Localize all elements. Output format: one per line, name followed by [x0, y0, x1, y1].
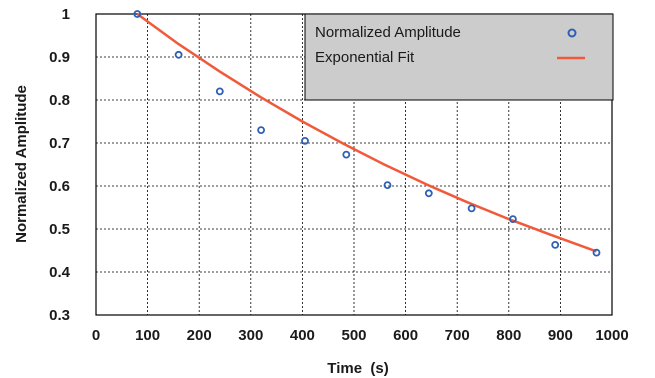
data-point — [174, 50, 183, 59]
data-point — [133, 10, 142, 18]
legend-label-amplitude: Normalized Amplitude — [315, 24, 461, 41]
data-point — [509, 215, 517, 224]
x-tick-label: 200 — [187, 327, 212, 344]
scatter-series — [133, 10, 601, 257]
data-point — [215, 87, 224, 96]
x-tick-label: 600 — [393, 327, 418, 344]
x-tick-label: 900 — [548, 327, 573, 344]
x-tick-label: 700 — [445, 327, 470, 344]
x-tick-label: 100 — [135, 327, 160, 344]
legend-label-fit: Exponential Fit — [315, 49, 415, 66]
data-point — [342, 150, 351, 159]
y-tick-label: 0.4 — [49, 264, 71, 281]
x-tick-label: 300 — [238, 327, 263, 344]
data-point — [383, 181, 392, 190]
y-tick-labels: 0.3 0.4 0.5 0.6 0.7 0.8 0.9 1 — [49, 6, 71, 324]
legend-marker-circle — [567, 28, 577, 38]
y-axis-title: Normalized Amplitude — [13, 85, 30, 243]
y-tick-label: 0.7 — [49, 135, 70, 152]
x-tick-label: 1000 — [595, 327, 628, 344]
y-tick-label: 0.3 — [49, 307, 70, 324]
y-tick-label: 0.9 — [49, 49, 70, 66]
x-tick-label: 0 — [92, 327, 100, 344]
data-point — [592, 248, 601, 257]
data-point — [551, 240, 560, 249]
y-tick-label: 1 — [62, 6, 70, 23]
x-axis-title: Time (s) — [327, 360, 388, 377]
data-point — [257, 126, 266, 135]
data-point — [467, 204, 476, 213]
x-tick-label: 800 — [496, 327, 521, 344]
legend: Normalized Amplitude Exponential Fit — [304, 13, 614, 101]
y-tick-label: 0.8 — [49, 92, 70, 109]
data-point — [424, 189, 433, 198]
y-tick-label: 0.5 — [49, 221, 70, 238]
data-point — [301, 136, 309, 145]
y-tick-label: 0.6 — [49, 178, 70, 195]
x-tick-label: 500 — [341, 327, 366, 344]
x-tick-label: 400 — [290, 327, 315, 344]
x-tick-labels: 0 100 200 300 400 500 600 700 800 900 1000 — [92, 327, 629, 344]
